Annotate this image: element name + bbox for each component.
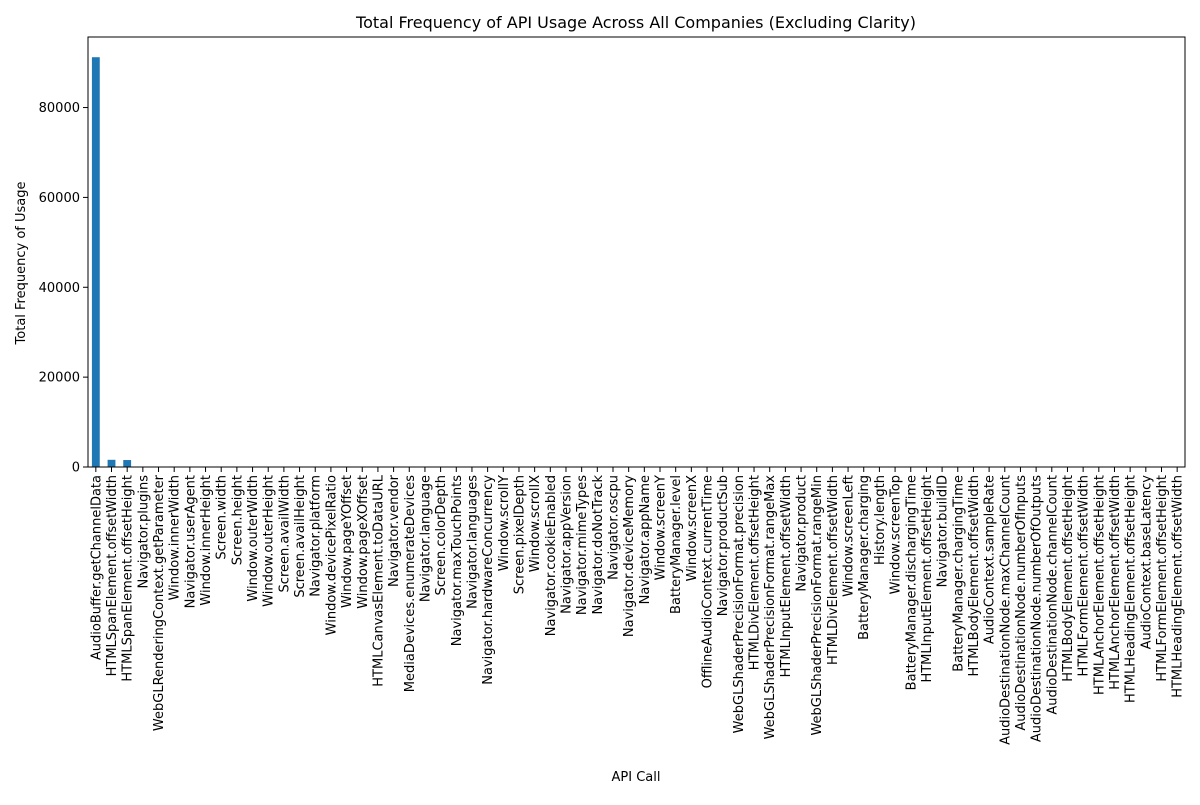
x-tick-label: Navigator.oscpu — [606, 475, 621, 580]
x-tick-label: Navigator.maxTouchPoints — [450, 475, 465, 646]
y-tick-label: 40000 — [39, 281, 80, 296]
x-tick-label: Navigator.cookieEnabled — [544, 475, 559, 636]
x-axis-label: API Call — [612, 770, 661, 785]
x-tick-label: Window.pageXOffset — [356, 475, 371, 609]
x-tick-label: Navigator.buildID — [936, 475, 951, 587]
x-tick-label: Window.outerHeight — [262, 475, 277, 607]
chart-title: Total Frequency of API Usage Across All … — [355, 13, 916, 32]
x-tick-label: Window.scrollY — [497, 475, 512, 571]
x-tick-label: History.length — [873, 475, 888, 565]
x-tick-label: Window.innerHeight — [199, 475, 214, 606]
x-tick-label: Navigator.language — [418, 475, 433, 602]
x-tick-label: AudioContext.baseLatency — [1139, 475, 1154, 650]
x-tick-label: WebGLShaderPrecisionFormat.rangeMax — [763, 475, 778, 740]
x-tick-label: AudioDestinationNode.numberOfOutputs — [1030, 475, 1045, 742]
x-tick-label: Window.pageYOffset — [340, 475, 355, 608]
x-tick-label: Window.screenX — [685, 475, 700, 581]
x-tick-label: HTMLHeadingElement.offsetWidth — [1171, 475, 1186, 698]
x-tick-label: Navigator.appVersion — [559, 475, 574, 614]
x-tick-label: HTMLFormElement.offsetWidth — [1077, 475, 1092, 676]
y-tick-label: 20000 — [39, 371, 80, 386]
y-tick-label: 60000 — [39, 191, 80, 206]
x-tick-label: AudioBuffer.getChannelData — [89, 475, 104, 660]
x-tick-label: Screen.colorDepth — [434, 475, 449, 595]
x-tick-label: Navigator.deviceMemory — [622, 475, 637, 637]
x-tick-label: Navigator.appName — [638, 475, 653, 604]
x-tick-label: HTMLDivElement.offsetWidth — [826, 475, 841, 665]
x-tick-label: MediaDevices.enumerateDevices — [403, 475, 418, 692]
y-axis-label: Total Frequency of Usage — [14, 182, 29, 346]
x-tick-label: Screen.height — [230, 475, 245, 565]
x-tick-label: Navigator.product — [795, 475, 810, 592]
x-tick-label: HTMLDivElement.offsetHeight — [748, 475, 763, 670]
x-tick-label: AudioDestinationNode.channelCount — [1045, 475, 1060, 715]
bar — [123, 460, 131, 467]
x-tick-label: AudioContext.sampleRate — [983, 475, 998, 644]
x-tick-label: AudioDestinationNode.numberOfInputs — [1014, 475, 1029, 731]
y-tick-label: 0 — [72, 461, 80, 476]
x-tick-label: HTMLInputElement.offsetWidth — [779, 475, 794, 677]
bar — [92, 57, 100, 467]
x-tick-label: WebGLShaderPrecisionFormat.rangeMin — [810, 475, 825, 736]
y-tick-label: 80000 — [39, 101, 80, 116]
x-tick-label: WebGLShaderPrecisionFormat.precision — [732, 475, 747, 733]
x-tick-label: Window.screenY — [654, 475, 669, 580]
x-tick-label: Navigator.plugins — [136, 475, 151, 589]
x-tick-label: HTMLCanvasElement.toDataURL — [371, 474, 386, 686]
x-tick-label: Navigator.platform — [309, 475, 324, 597]
y-axis-ticks: 0 20000 40000 60000 80000 — [39, 101, 88, 475]
x-tick-label: Navigator.productSub — [716, 475, 731, 616]
x-tick-label: HTMLBodyElement.offsetWidth — [967, 475, 982, 677]
x-tick-label: Screen.availWidth — [277, 475, 292, 592]
x-tick-label: BatteryManager.level — [669, 475, 684, 614]
x-tick-label: BatteryManager.chargingTime — [951, 475, 966, 672]
x-tick-label: Window.screenLeft — [842, 475, 857, 597]
x-tick-label: Window.scrollX — [528, 475, 543, 572]
x-tick-label: HTMLAnchorElement.offsetWidth — [1108, 475, 1123, 690]
x-tick-label: HTMLSpanElement.offsetHeight — [121, 475, 136, 682]
x-tick-label: AudioDestinationNode.maxChannelCount — [998, 475, 1013, 745]
x-tick-label: HTMLFormElement.offsetHeight — [1155, 475, 1170, 682]
x-tick-label: Window.screenTop — [889, 475, 904, 594]
x-tick-label: HTMLBodyElement.offsetHeight — [1061, 475, 1076, 682]
x-tick-label: Window.devicePixelRatio — [324, 475, 339, 635]
x-tick-label: HTMLInputElement.offsetHeight — [920, 475, 935, 683]
x-tick-label: BatteryManager.dischargingTime — [904, 475, 919, 690]
x-tick-label: WebGLRenderingContext.getParameter — [152, 474, 167, 731]
plot-frame — [88, 37, 1185, 467]
x-tick-label: HTMLHeadingElement.offsetHeight — [1124, 475, 1139, 703]
x-tick-label: Window.outerWidth — [246, 475, 261, 602]
bar — [108, 460, 116, 467]
x-tick-label: OfflineAudioContext.currentTime — [701, 475, 716, 688]
x-tick-label: Screen.pixelDepth — [512, 475, 527, 594]
x-tick-label: Navigator.vendor — [387, 474, 402, 587]
x-tick-label: Navigator.languages — [465, 475, 480, 609]
x-tick-label: Window.innerWidth — [168, 475, 183, 600]
x-tick-label: Screen.width — [215, 475, 230, 560]
x-tick-label: HTMLAnchorElement.offsetHeight — [1092, 475, 1107, 695]
x-tick-label: Navigator.hardwareConcurrency — [481, 475, 496, 685]
bars — [92, 57, 1181, 467]
x-tick-label: Screen.availHeight — [293, 475, 308, 598]
x-tick-label: HTMLSpanElement.offsetWidth — [105, 475, 120, 676]
x-tick-label: Navigator.mimeTypes — [575, 475, 590, 615]
x-tick-label: BatteryManager.charging — [857, 475, 872, 640]
x-tick-label: Navigator.doNotTrack — [591, 475, 606, 615]
x-tick-label: Navigator.userAgent — [183, 475, 198, 608]
